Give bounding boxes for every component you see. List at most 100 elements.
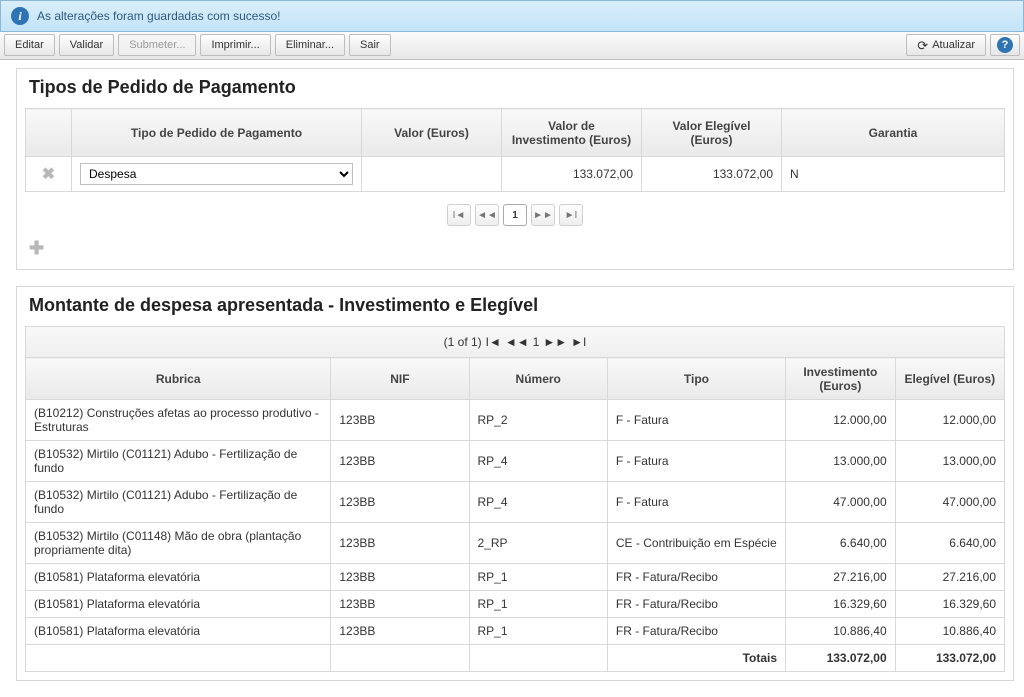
cell-rubrica: (B10532) Mirtilo (C01121) Adubo - Fertil… — [26, 482, 331, 523]
cell-inv: 10.886,40 — [786, 618, 896, 645]
cell-rubrica: (B10581) Plataforma elevatória — [26, 591, 331, 618]
table-row: (B10532) Mirtilo (C01121) Adubo - Fertil… — [26, 482, 1005, 523]
montante-table: Rubrica NIF Número Tipo Investimento (Eu… — [25, 357, 1005, 672]
cell-tipo: F - Fatura — [607, 482, 785, 523]
th-garantia: Garantia — [782, 109, 1005, 157]
cell-nif: 123BB — [331, 523, 469, 564]
info-bar: i As alterações foram guardadas com suce… — [0, 0, 1024, 32]
cell-inv: 16.329,60 — [786, 591, 896, 618]
table-row: (B10212) Construções afetas ao processo … — [26, 400, 1005, 441]
cell-eleg: 16.329,60 — [895, 591, 1004, 618]
help-icon: ? — [997, 37, 1013, 53]
table-row: (B10581) Plataforma elevatória123BBRP_1F… — [26, 564, 1005, 591]
cell-numero: RP_1 — [469, 564, 607, 591]
cell-tipo: FR - Fatura/Recibo — [607, 564, 785, 591]
tipos-table: Tipo de Pedido de Pagamento Valor (Euros… — [25, 108, 1005, 192]
cell-tipo: FR - Fatura/Recibo — [607, 591, 785, 618]
th-tipo: Tipo de Pedido de Pagamento — [72, 109, 362, 157]
th-rubrica: Rubrica — [26, 358, 331, 400]
last-page-button[interactable]: ►I — [559, 204, 583, 226]
first-page-button[interactable]: I◄ — [486, 335, 501, 349]
eliminar-button[interactable]: Eliminar... — [275, 34, 345, 56]
prev-page-button[interactable]: ◄◄ — [475, 204, 499, 226]
last-page-button[interactable]: ►I — [571, 335, 586, 349]
cell-eleg: 13.000,00 — [895, 441, 1004, 482]
th-valor: Valor (Euros) — [362, 109, 502, 157]
page-number-button[interactable]: 1 — [503, 204, 527, 226]
cell-eleg: 6.640,00 — [895, 523, 1004, 564]
help-button[interactable]: ? — [990, 34, 1020, 56]
imprimir-button[interactable]: Imprimir... — [200, 34, 270, 56]
table-row: (B10532) Mirtilo (C01121) Adubo - Fertil… — [26, 441, 1005, 482]
th-valor-inv: Valor de Investimento (Euros) — [502, 109, 642, 157]
cell-nif: 123BB — [331, 441, 469, 482]
cell-nif: 123BB — [331, 400, 469, 441]
panel1-paginator: I◄ ◄◄ 1 ►► ►I — [17, 200, 1013, 234]
cell-numero: RP_4 — [469, 482, 607, 523]
th-nif: NIF — [331, 358, 469, 400]
tipo-select[interactable]: Despesa — [80, 163, 353, 185]
cell-eleg: 10.886,40 — [895, 618, 1004, 645]
editar-button[interactable]: Editar — [4, 34, 55, 56]
cell-tipo: F - Fatura — [607, 441, 785, 482]
cell-inv: 27.216,00 — [786, 564, 896, 591]
submeter-button: Submeter... — [118, 34, 196, 56]
cell-rubrica: (B10532) Mirtilo (C01121) Adubo - Fertil… — [26, 441, 331, 482]
page-number-button[interactable]: 1 — [533, 335, 540, 349]
prev-page-button[interactable]: ◄◄ — [505, 335, 529, 349]
first-page-button[interactable]: I◄ — [447, 204, 471, 226]
next-page-button[interactable]: ►► — [531, 204, 555, 226]
totals-label: Totais — [607, 645, 785, 672]
atualizar-button[interactable]: ⟳ Atualizar — [906, 34, 986, 56]
cell-eleg: 12.000,00 — [895, 400, 1004, 441]
cell-numero: RP_1 — [469, 618, 607, 645]
cell-nif: 123BB — [331, 482, 469, 523]
th-eleg: Elegível (Euros) — [895, 358, 1004, 400]
cell-inv: 47.000,00 — [786, 482, 896, 523]
cell-numero: RP_1 — [469, 591, 607, 618]
cell-rubrica: (B10581) Plataforma elevatória — [26, 564, 331, 591]
table-row: (B10581) Plataforma elevatória123BBRP_1F… — [26, 618, 1005, 645]
cell-tipo: CE - Contribuição em Espécie — [607, 523, 785, 564]
th-inv: Investimento (Euros) — [786, 358, 896, 400]
th-numero: Número — [469, 358, 607, 400]
totals-inv: 133.072,00 — [786, 645, 896, 672]
th-valor-eleg: Valor Elegível (Euros) — [642, 109, 782, 157]
panel1-title: Tipos de Pedido de Pagamento — [17, 69, 1013, 108]
table-row: (B10532) Mirtilo (C01148) Mão de obra (p… — [26, 523, 1005, 564]
cell-tipo: FR - Fatura/Recibo — [607, 618, 785, 645]
cell-garantia: N — [782, 157, 1005, 192]
next-page-button[interactable]: ►► — [543, 335, 567, 349]
refresh-icon: ⟳ — [917, 39, 928, 52]
info-icon: i — [11, 7, 29, 25]
table-row: (B10581) Plataforma elevatória123BBRP_1F… — [26, 591, 1005, 618]
totals-row: Totais133.072,00133.072,00 — [26, 645, 1005, 672]
cell-valor-eleg: 133.072,00 — [642, 157, 782, 192]
totals-eleg: 133.072,00 — [895, 645, 1004, 672]
cell-numero: RP_4 — [469, 441, 607, 482]
cell-valor-inv: 133.072,00 — [502, 157, 642, 192]
cell-nif: 123BB — [331, 618, 469, 645]
info-message: As alterações foram guardadas com sucess… — [37, 9, 280, 23]
sair-button[interactable]: Sair — [349, 34, 391, 56]
cell-inv: 6.640,00 — [786, 523, 896, 564]
cell-nif: 123BB — [331, 564, 469, 591]
cell-rubrica: (B10532) Mirtilo (C01148) Mão de obra (p… — [26, 523, 331, 564]
cell-tipo: F - Fatura — [607, 400, 785, 441]
panel2-paginator-top: (1 of 1) I◄ ◄◄ 1 ►► ►I — [25, 326, 1005, 357]
th-tipo: Tipo — [607, 358, 785, 400]
cell-valor — [362, 157, 502, 192]
cell-eleg: 27.216,00 — [895, 564, 1004, 591]
cell-numero: 2_RP — [469, 523, 607, 564]
validar-button[interactable]: Validar — [59, 34, 114, 56]
cell-nif: 123BB — [331, 591, 469, 618]
atualizar-label: Atualizar — [932, 35, 975, 55]
cell-inv: 13.000,00 — [786, 441, 896, 482]
panel-tipos-pedido: Tipos de Pedido de Pagamento Tipo de Ped… — [16, 68, 1014, 270]
panel-montante: Montante de despesa apresentada - Invest… — [16, 286, 1014, 681]
add-icon[interactable]: ✚ — [29, 238, 44, 258]
delete-icon[interactable]: ✖ — [42, 164, 56, 184]
add-row: ✚ — [17, 234, 1013, 269]
cell-inv: 12.000,00 — [786, 400, 896, 441]
page-info: (1 of 1) — [444, 335, 482, 349]
